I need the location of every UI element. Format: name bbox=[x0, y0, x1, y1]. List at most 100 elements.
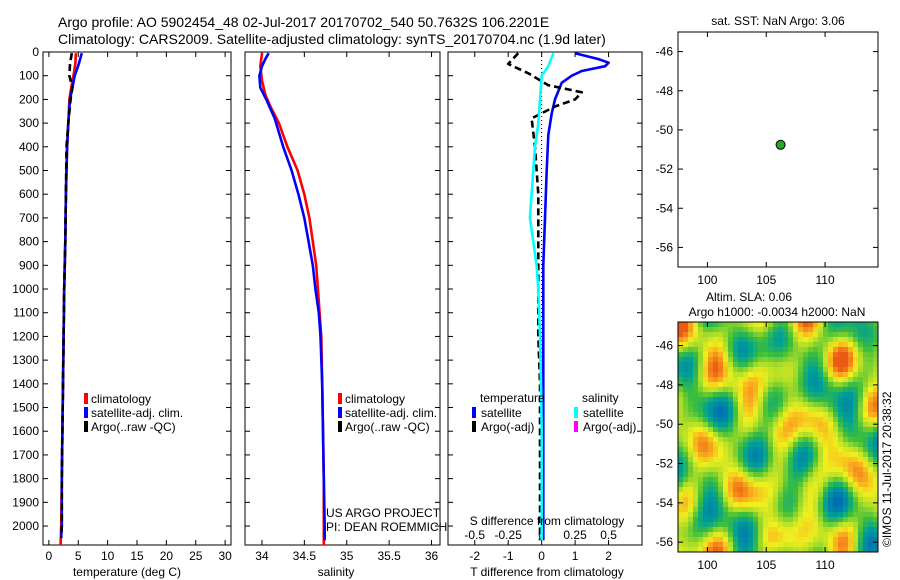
difference-panel-frame bbox=[447, 51, 643, 546]
sla-cell bbox=[733, 457, 739, 463]
sla-cell bbox=[703, 422, 709, 428]
sla-cell bbox=[803, 407, 809, 413]
sla-cell bbox=[778, 492, 784, 498]
sla-cell bbox=[728, 447, 734, 453]
sla-cell bbox=[793, 392, 799, 398]
sla-cell bbox=[768, 442, 774, 448]
sla-cell bbox=[848, 402, 854, 408]
sla-cell bbox=[773, 407, 779, 413]
sla-cell bbox=[678, 547, 684, 552]
sla-cell bbox=[818, 332, 824, 338]
sla-cell bbox=[708, 377, 714, 383]
sla-cell bbox=[833, 387, 839, 393]
sla-cell bbox=[853, 332, 859, 338]
sla-cell bbox=[853, 387, 859, 393]
sla-cell bbox=[858, 532, 864, 538]
sla-cell bbox=[728, 382, 734, 388]
sla-cell bbox=[728, 532, 734, 538]
sla-cell bbox=[698, 412, 704, 418]
sla-cell bbox=[688, 417, 694, 423]
sla-cell bbox=[743, 547, 749, 552]
sla-cell bbox=[833, 327, 839, 333]
sla-cell bbox=[818, 467, 824, 473]
sla-cell bbox=[848, 377, 854, 383]
sla-cell bbox=[838, 482, 844, 488]
sla-cell bbox=[748, 402, 754, 408]
sla-cell bbox=[713, 372, 719, 378]
sla-cell bbox=[778, 527, 784, 533]
sla-cell bbox=[688, 447, 694, 453]
sla-cell bbox=[698, 462, 704, 468]
sla-cell bbox=[693, 442, 699, 448]
sla-cell bbox=[753, 522, 759, 528]
sla-cell bbox=[738, 392, 744, 398]
sla-cell bbox=[678, 457, 684, 463]
sla-cell bbox=[748, 347, 754, 353]
sla-cell bbox=[858, 527, 864, 533]
sla-cell bbox=[678, 432, 684, 438]
sla-cell bbox=[823, 517, 829, 523]
sla-cell bbox=[733, 487, 739, 493]
sla-cell bbox=[698, 327, 704, 333]
sla-cell bbox=[803, 427, 809, 433]
legend-label-satellite: satellite-adj. clim. bbox=[91, 406, 183, 420]
sla-cell bbox=[698, 422, 704, 428]
sla-cell bbox=[833, 392, 839, 398]
sla-cell bbox=[683, 402, 689, 408]
sla-cell bbox=[873, 502, 878, 508]
sla-cell bbox=[813, 387, 819, 393]
sla-cell bbox=[783, 512, 789, 518]
sla-cell bbox=[768, 407, 774, 413]
sla-cell bbox=[708, 462, 714, 468]
sla-cell bbox=[848, 547, 854, 552]
sla-cell bbox=[873, 527, 878, 533]
sla-cell bbox=[783, 337, 789, 343]
sla-cell bbox=[848, 432, 854, 438]
sla-cell bbox=[748, 452, 754, 458]
sla-cell bbox=[783, 382, 789, 388]
sla-cell bbox=[873, 322, 878, 328]
sla-cell bbox=[843, 327, 849, 333]
sla-cell bbox=[698, 497, 704, 503]
sla-cell bbox=[678, 472, 684, 478]
sla-cell bbox=[868, 442, 874, 448]
sla-cell bbox=[808, 447, 814, 453]
sla-cell bbox=[863, 417, 869, 423]
sla-cell bbox=[733, 512, 739, 518]
sla-cell bbox=[858, 422, 864, 428]
sla-cell bbox=[853, 357, 859, 363]
sla-cell bbox=[818, 522, 824, 528]
sla-cell bbox=[688, 397, 694, 403]
sla-cell bbox=[733, 437, 739, 443]
sla-cell bbox=[688, 507, 694, 513]
sla-cell bbox=[823, 462, 829, 468]
sla-cell bbox=[718, 447, 724, 453]
sla-cell bbox=[738, 357, 744, 363]
sla-cell bbox=[693, 447, 699, 453]
sla-cell bbox=[743, 332, 749, 338]
sla-cell bbox=[788, 337, 794, 343]
sla-cell bbox=[788, 372, 794, 378]
sla-cell bbox=[863, 397, 869, 403]
sla-cell bbox=[703, 507, 709, 513]
sla-cell bbox=[783, 367, 789, 373]
sla-cell bbox=[803, 497, 809, 503]
sla-cell bbox=[828, 417, 834, 423]
sla-cell bbox=[873, 507, 878, 513]
sla-cell bbox=[838, 457, 844, 463]
sla-cell bbox=[848, 342, 854, 348]
sla-cell bbox=[773, 547, 779, 552]
sla-cell bbox=[728, 487, 734, 493]
sla-cell bbox=[763, 392, 769, 398]
sla-cell bbox=[713, 342, 719, 348]
sla-cell bbox=[803, 477, 809, 483]
sla-cell bbox=[683, 337, 689, 343]
sla-cell bbox=[743, 392, 749, 398]
sla-cell bbox=[698, 492, 704, 498]
sla-cell bbox=[733, 407, 739, 413]
sla-cell bbox=[693, 472, 699, 478]
sla-cell bbox=[688, 542, 694, 548]
sla-cell bbox=[743, 452, 749, 458]
sla-cell bbox=[863, 342, 869, 348]
sla-cell bbox=[758, 327, 764, 333]
